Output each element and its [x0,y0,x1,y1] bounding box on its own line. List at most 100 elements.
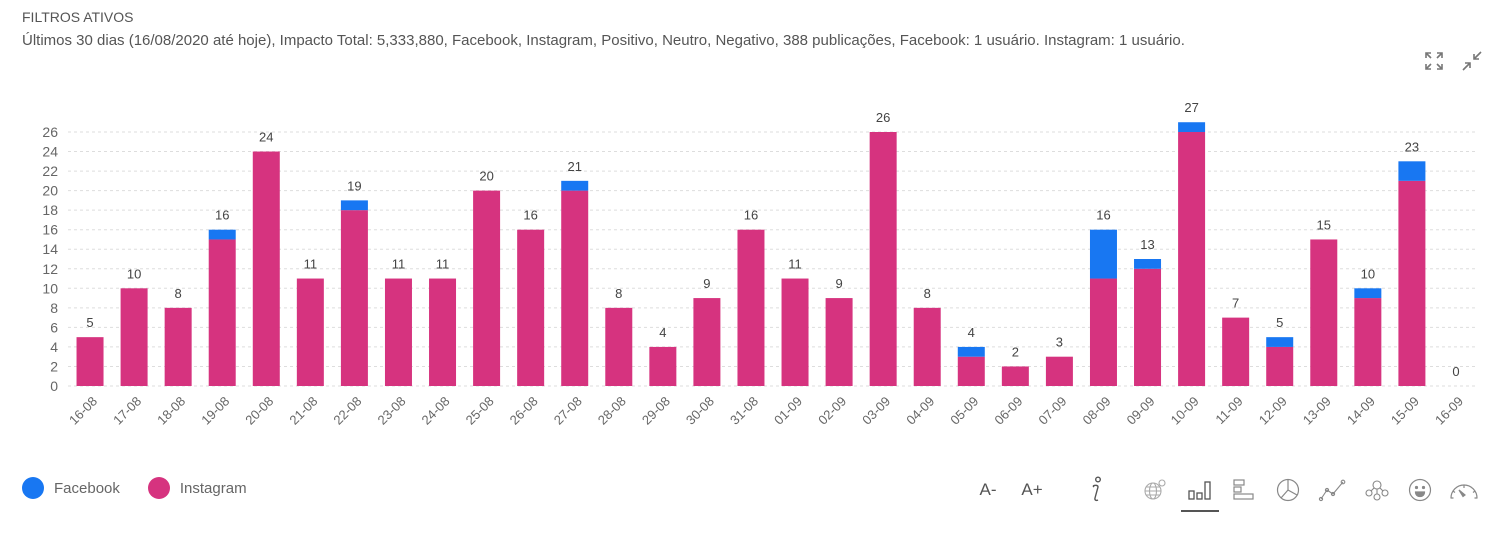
bar-instagram [693,298,721,386]
expand-icon[interactable] [1423,50,1445,72]
y-tick-label: 14 [42,241,58,257]
globe-icon[interactable] [1140,470,1170,510]
bar-instagram [605,307,633,386]
line-chart-icon[interactable] [1316,470,1350,510]
x-tick-label: 02-09 [815,394,849,428]
bar-facebook [957,346,985,357]
data-label: 21 [567,159,581,174]
y-tick-label: 20 [42,183,58,199]
collapse-icon[interactable] [1461,50,1483,72]
x-tick-label: 25-08 [463,394,497,428]
y-tick-label: 26 [42,124,58,140]
x-tick-label: 11-09 [1212,394,1245,427]
data-label: 24 [259,130,273,145]
bar-instagram [1266,346,1294,386]
network-icon[interactable] [1360,470,1394,510]
bar-instagram [1089,278,1117,386]
data-label: 27 [1184,100,1198,115]
x-tick-label: 05-09 [947,394,981,428]
legend-label: Facebook [54,479,120,497]
bar-instagram [1001,366,1029,386]
bar-instagram [517,229,545,386]
y-tick-label: 12 [42,261,58,277]
y-tick-label: 16 [42,222,58,238]
data-label: 19 [347,178,361,193]
data-label: 8 [175,286,182,301]
instagram-color-dot [147,477,170,499]
bar-facebook [1134,259,1162,269]
x-tick-label: 16-09 [1432,394,1466,428]
y-tick-label: 10 [42,280,58,296]
data-label: 5 [1276,315,1283,330]
legend-item-instagram[interactable]: Instagram [147,477,247,499]
x-tick-label: 31-08 [727,394,761,428]
x-tick-label: 18-08 [154,394,188,428]
bar-facebook [1266,337,1294,347]
sentiment-icon[interactable] [1404,470,1436,510]
data-label: 10 [127,266,141,281]
data-label: 0 [1452,364,1459,379]
x-tick-label: 09-09 [1124,394,1158,428]
legend-label: Instagram [179,479,247,497]
bar-chart-icon[interactable] [1181,470,1219,512]
data-label: 16 [1096,208,1110,223]
y-tick-label: 2 [50,358,58,374]
y-tick-label: 22 [42,163,58,179]
x-tick-label: 13-09 [1300,394,1334,428]
x-tick-label: 08-09 [1079,394,1113,428]
gauge-icon[interactable] [1446,470,1482,510]
x-tick-label: 04-09 [903,394,937,428]
bar-instagram [913,307,941,386]
data-label: 16 [744,208,758,223]
x-tick-label: 21-08 [286,394,320,428]
font-decrease-button[interactable]: A- [979,480,997,499]
data-label: 20 [479,169,493,184]
bar-facebook [1398,161,1426,181]
data-label: 4 [659,325,666,340]
data-label: 11 [436,257,450,272]
facebook-color-dot [22,477,44,499]
bar-facebook [1178,122,1206,132]
x-tick-label: 23-08 [374,394,408,428]
bar-instagram [1354,298,1382,386]
x-tick-label: 06-09 [991,394,1025,428]
data-label: 4 [968,325,975,340]
x-tick-label: 26-08 [507,394,541,428]
data-label: 10 [1361,266,1375,281]
bar-instagram [384,278,412,386]
legend-item-facebook[interactable]: Facebook [22,477,120,499]
data-label: 7 [1232,296,1239,311]
pie-chart-icon[interactable] [1272,470,1304,510]
y-tick-label: 18 [42,202,58,218]
x-tick-label: 17-08 [110,394,144,428]
y-tick-label: 8 [50,300,58,316]
horizontal-bar-chart-icon[interactable] [1228,470,1260,510]
font-increase-button[interactable]: A+ [1021,480,1043,499]
bar-instagram [296,278,324,386]
bar-facebook [1354,288,1382,299]
bar-facebook [340,200,368,211]
bar-instagram [252,151,280,386]
data-label: 8 [615,286,622,301]
bar-instagram [208,239,236,386]
info-icon[interactable] [1080,470,1110,510]
bar-instagram [340,210,368,386]
x-tick-label: 29-08 [639,394,673,428]
y-tick-label: 6 [50,319,58,335]
data-label: 23 [1405,139,1419,154]
bar-instagram [473,190,501,386]
data-label: 13 [1140,237,1154,252]
bar-instagram [649,346,677,386]
data-label: 3 [1056,335,1063,350]
bar-instagram [164,307,192,386]
x-tick-label: 01-09 [771,394,805,428]
x-tick-label: 03-09 [859,394,893,428]
data-label: 5 [86,315,93,330]
bar-instagram [781,278,809,386]
bar-instagram [561,190,589,386]
data-label: 9 [835,276,842,291]
data-label: 26 [876,110,890,125]
bar-instagram [1398,180,1426,386]
